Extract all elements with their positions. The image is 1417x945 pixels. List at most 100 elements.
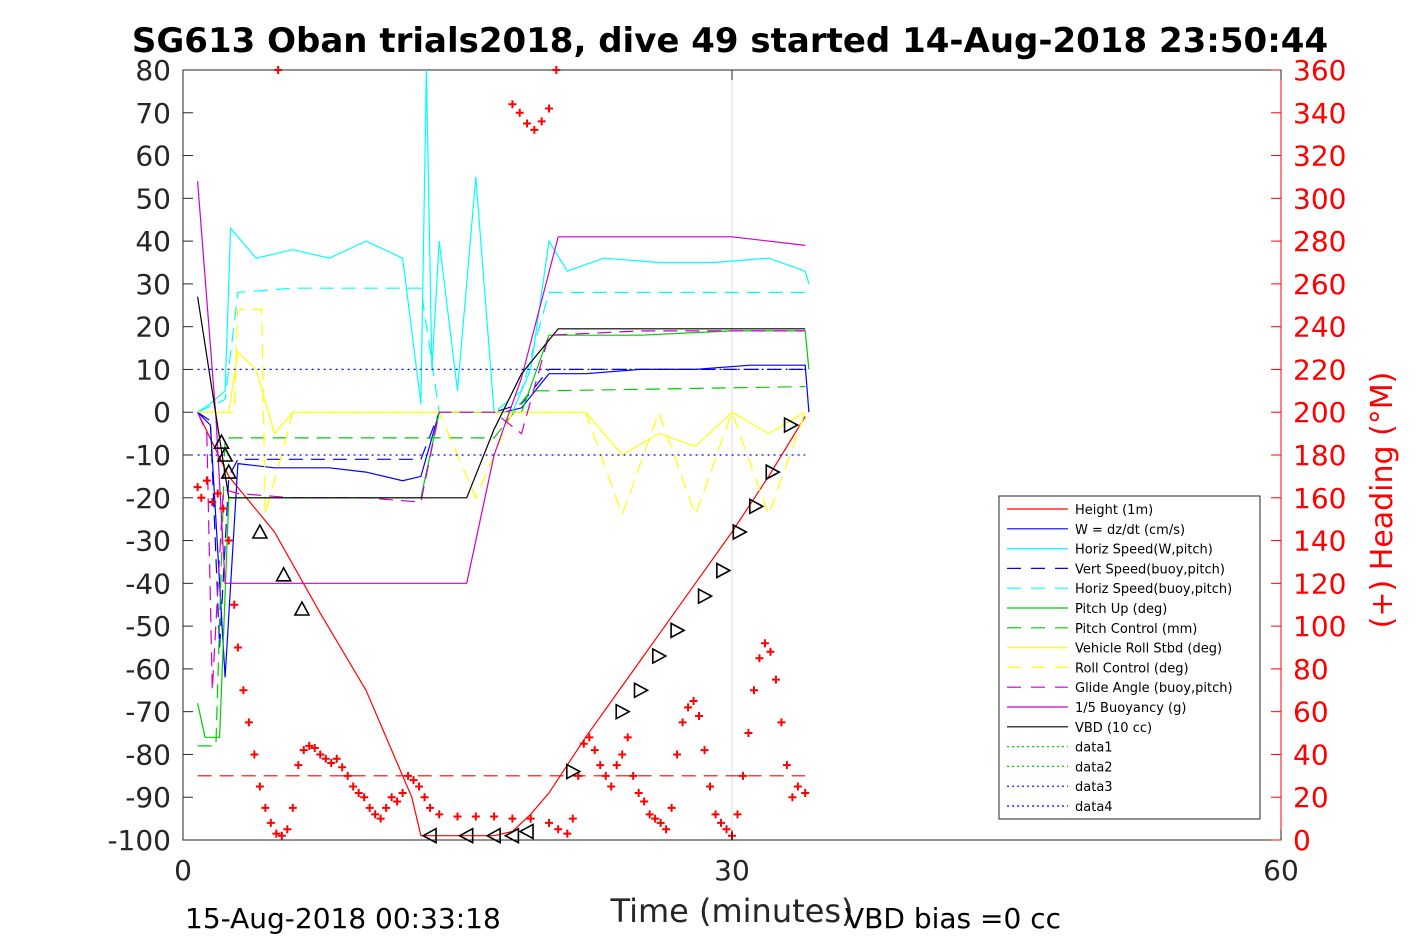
legend-label-2: Horiz Speed(W,pitch) <box>1075 543 1213 558</box>
y-right-tick-label-10: 160 <box>1293 482 1346 515</box>
heading-point-67 <box>645 810 654 819</box>
heading-point-83 <box>733 810 742 819</box>
legend-box <box>998 495 1261 820</box>
y-tick-label-7: 10 <box>135 353 171 386</box>
y-tick-label-2: 60 <box>135 140 171 173</box>
heading-point-1 <box>197 493 206 502</box>
heading-point-35 <box>382 803 391 812</box>
triangle-marker-0 <box>213 433 230 449</box>
heading-point-93 <box>788 793 797 802</box>
heading-point-84 <box>738 771 747 780</box>
y-right-tick-label-12: 120 <box>1293 567 1346 600</box>
legend-label-11: VBD (10 cc) <box>1075 721 1152 736</box>
heading-point-68 <box>651 814 660 823</box>
heading-point-20 <box>299 746 308 755</box>
series-layer <box>197 69 810 837</box>
triangle-marker-13 <box>633 681 650 699</box>
y-right-tick-label-4: 280 <box>1293 225 1346 258</box>
heading-point-95 <box>801 788 810 797</box>
heading-point-47 <box>490 812 499 821</box>
y-right-tick-label-13: 100 <box>1293 610 1346 643</box>
triangle-marker-14 <box>652 647 668 665</box>
heading-point-2 <box>202 476 211 485</box>
heading-point-31 <box>360 793 369 802</box>
heading-point-12 <box>255 782 264 791</box>
heading-point-60 <box>607 782 616 791</box>
legend: Height (1m) W = dz/dt (cm/s) Horiz Speed(W… <box>998 495 1261 820</box>
y-right-tick-label-1: 340 <box>1293 97 1346 130</box>
heading-point-14 <box>266 818 275 827</box>
y-tick-label-14: -60 <box>125 653 171 686</box>
triangle-marker-6 <box>421 827 437 845</box>
triangle-marker-10 <box>518 823 534 840</box>
y-right-tick-label-2: 320 <box>1293 140 1346 173</box>
heading-point-7 <box>230 600 239 609</box>
y-tick-label-5: 30 <box>135 268 171 301</box>
y-right-tick-label-14: 80 <box>1293 653 1329 686</box>
heading-point-56 <box>585 733 594 742</box>
heading-point-10 <box>244 718 253 727</box>
triangle-marker-12 <box>615 703 631 721</box>
heading-point-30 <box>354 788 363 797</box>
heading-point-21 <box>305 741 314 750</box>
heading-point-88 <box>760 639 769 648</box>
heading-point-34 <box>376 814 385 823</box>
heading-point-52 <box>563 829 572 838</box>
heading-point-98 <box>515 108 524 117</box>
triangle-marker-20 <box>765 463 781 481</box>
heading-point-29 <box>349 782 358 791</box>
marker-layer <box>193 66 810 845</box>
y-right-tick-label-16: 40 <box>1293 738 1329 771</box>
triangle-marker-11 <box>565 763 582 780</box>
heading-point-25 <box>327 759 336 767</box>
heading-point-19 <box>294 761 303 770</box>
heading-point-22 <box>310 744 319 753</box>
heading-point-53 <box>568 814 577 823</box>
y-tick-label-4: 40 <box>135 225 171 258</box>
heading-point-64 <box>629 771 638 780</box>
y-right-tick-label-9: 180 <box>1293 439 1346 472</box>
triangle-marker-9 <box>503 827 520 845</box>
triangle-marker-19 <box>748 497 765 515</box>
heading-point-18 <box>288 803 297 812</box>
legend-label-14: data3 <box>1075 780 1113 795</box>
heading-point-39 <box>404 771 413 780</box>
series-line-11 <box>197 296 806 499</box>
heading-point-40 <box>409 776 418 785</box>
heading-point-13 <box>261 803 270 812</box>
legend-label-6: Pitch Control (mm) <box>1075 622 1197 637</box>
heading-point-8 <box>233 643 242 652</box>
heading-point-38 <box>398 788 407 797</box>
heading-point-49 <box>526 814 535 823</box>
heading-point-65 <box>634 788 643 797</box>
triangle-marker-18 <box>732 523 749 541</box>
heading-point-74 <box>684 703 693 712</box>
legend-label-3: Vert Speed(buoy,pitch) <box>1075 562 1225 577</box>
y-right-tick-label-18: 0 <box>1293 824 1311 857</box>
triangle-marker-16 <box>697 587 714 605</box>
heading-point-77 <box>700 746 709 755</box>
y-right-tick-label-8: 200 <box>1293 396 1346 429</box>
heading-point-92 <box>782 761 791 770</box>
triangle-marker-7 <box>457 827 474 845</box>
series-line-9 <box>197 330 806 691</box>
heading-point-103 <box>552 66 561 74</box>
heading-point-63 <box>623 733 632 742</box>
triangle-marker-17 <box>716 562 732 579</box>
y-right-tick-label-7: 220 <box>1293 353 1346 386</box>
heading-point-62 <box>618 750 627 759</box>
legend-label-10: 1/5 Buoyancy (g) <box>1075 701 1186 716</box>
y-tick-label-12: -40 <box>125 567 171 600</box>
heading-point-58 <box>596 761 605 770</box>
heading-point-33 <box>371 810 380 819</box>
heading-point-94 <box>793 782 802 791</box>
heading-point-97 <box>508 100 517 109</box>
y-tick-label-8: 0 <box>153 396 171 429</box>
x-axis: 0 30 60 <box>174 70 1299 887</box>
heading-point-28 <box>343 771 352 780</box>
series-line-6 <box>197 386 806 747</box>
heading-point-66 <box>640 797 649 806</box>
legend-label-9: Glide Angle (buoy,pitch) <box>1075 681 1233 696</box>
heading-point-45 <box>453 812 462 821</box>
